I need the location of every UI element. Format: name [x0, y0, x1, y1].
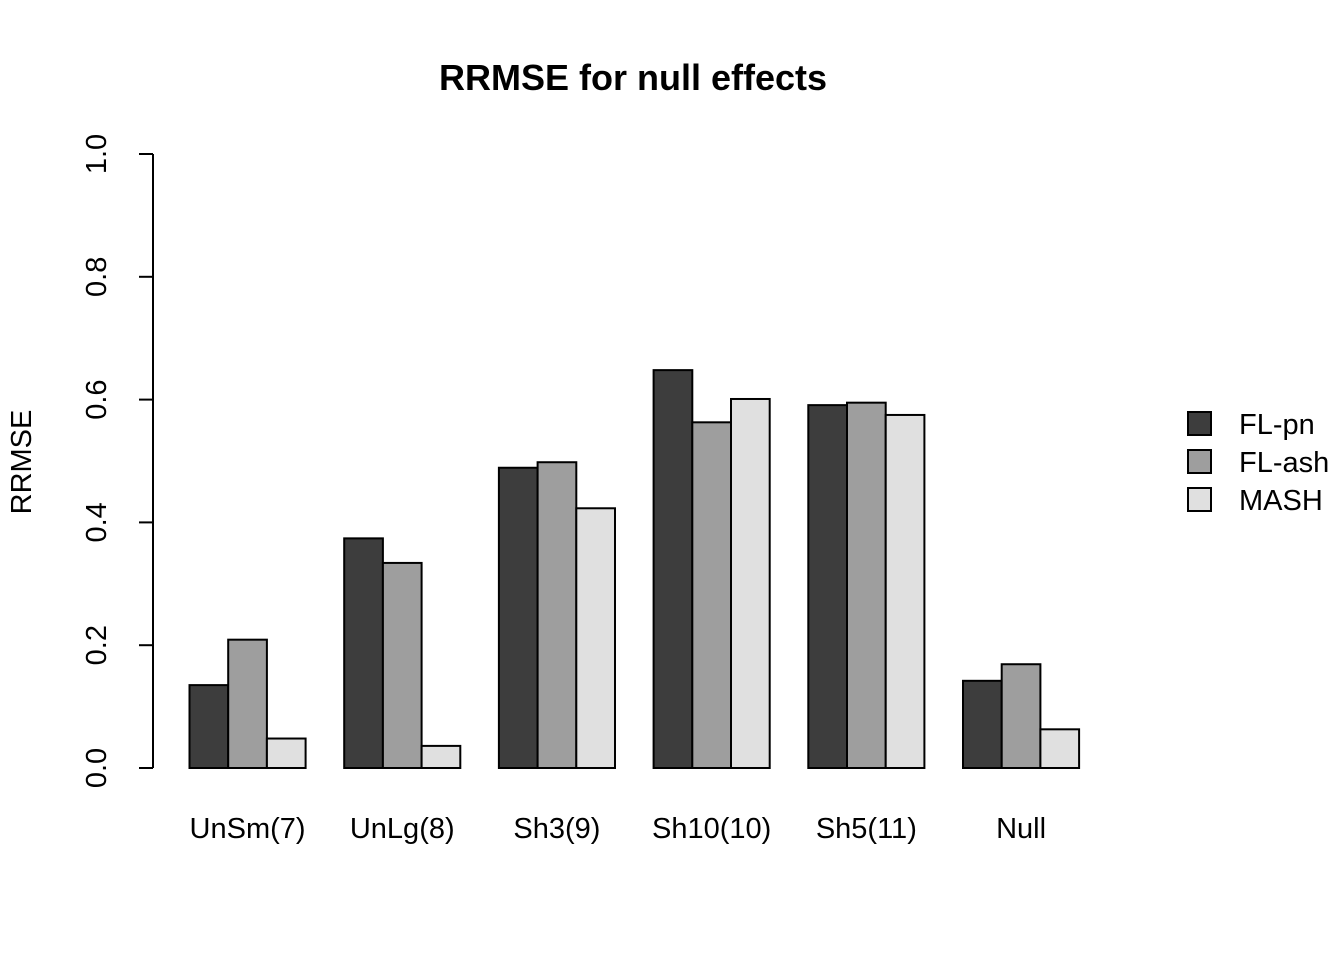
bar-fl-ash-5: [1000, 663, 1042, 770]
legend-swatch: [1187, 487, 1212, 512]
bar-fl-pn-4: [807, 404, 848, 769]
y-tick-label: 0.6: [81, 379, 113, 419]
bar-fl-ash-4: [846, 401, 887, 769]
bar-fl-ash-3: [691, 421, 732, 769]
y-axis: 0.0 0.2 0.4 0.6 0.8 1.0: [81, 134, 154, 788]
x-tick-label: Null: [996, 813, 1046, 845]
bar-fl-ash-2: [536, 461, 578, 769]
bar-mash-5: [1039, 728, 1081, 769]
bars-group: [188, 369, 1081, 770]
bar-fl-pn-2: [497, 466, 539, 769]
bar-mash-0: [265, 737, 307, 770]
bar-mash-4: [884, 413, 926, 769]
bar-mash-1: [420, 744, 462, 769]
bar-fl-pn-0: [188, 684, 230, 769]
bar-mash-2: [575, 507, 616, 769]
x-tick-label: UnSm(7): [190, 813, 306, 845]
legend-label: MASH: [1239, 485, 1323, 517]
y-tick-label: 1.0: [81, 134, 113, 174]
x-tick-label: Sh3(9): [513, 813, 600, 845]
y-tick-label: 0.2: [81, 625, 113, 665]
x-tick-label: Sh5(11): [816, 813, 917, 845]
chart-title: RRMSE for null effects: [439, 57, 827, 98]
bar-fl-pn-1: [343, 537, 384, 770]
legend-label: FL-ash: [1239, 447, 1329, 479]
y-tick-label: 0.8: [81, 257, 113, 297]
x-tick-label: UnLg(8): [350, 813, 455, 845]
legend-swatch: [1187, 411, 1212, 436]
legend: FL-pn FL-ash MASH: [1187, 409, 1329, 517]
y-tick-label: 0.4: [81, 502, 113, 542]
x-tick-label: Sh10(10): [652, 813, 771, 845]
y-axis-label: RRMSE: [6, 410, 38, 515]
x-axis-labels: UnSm(7) UnLg(8) Sh3(9) Sh10(10) Sh5(11) Null: [190, 813, 1046, 845]
y-tick-label: 0.0: [81, 748, 113, 788]
bar-fl-ash-0: [227, 638, 268, 770]
bar-fl-pn-3: [652, 369, 694, 769]
bar-fl-pn-5: [962, 679, 1003, 770]
legend-label: FL-pn: [1239, 409, 1315, 441]
legend-swatch: [1187, 449, 1212, 474]
bar-fl-ash-1: [381, 561, 423, 770]
bar-mash-3: [730, 397, 771, 769]
